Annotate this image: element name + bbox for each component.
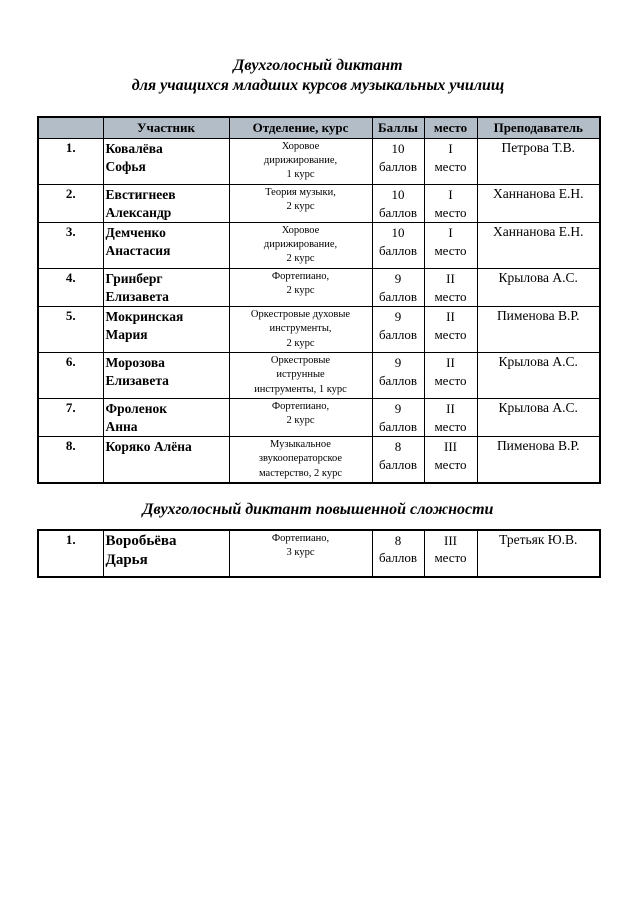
cell-department: Фортепиано, 2 курс xyxy=(228,398,373,438)
header-cell-department: Отделение, курс xyxy=(228,116,373,139)
table-row: 7. Фроленок Анна Фортепиано, 2 курс 9 ба… xyxy=(37,398,601,438)
table-row: 4. Гринберг Елизавета Фортепиано, 2 курс… xyxy=(37,268,601,308)
cell-teacher: Крылова А.С. xyxy=(476,398,601,438)
table-row: 8. Коряко Алёна Музыкальное звукооперато… xyxy=(37,436,601,484)
cell-department: Теория музыки, 2 курс xyxy=(228,183,373,224)
results-table-advanced: 1. Воробьёва Дарья Фортепиано, 3 курс 8 … xyxy=(37,528,601,578)
cell-place: II место xyxy=(423,352,478,400)
cell-teacher: Ханнанова Е.Н. xyxy=(476,222,601,270)
cell-department: Музыкальное звукооператорское мастерство… xyxy=(228,436,373,484)
table-row: 5. Мокринская Мария Оркестровые духовые … xyxy=(37,306,601,354)
cell-participant: Евстигнеев Александр xyxy=(102,183,230,224)
header-cell-teacher: Преподаватель xyxy=(476,116,601,139)
cell-place: III место xyxy=(423,529,478,578)
cell-place: I место xyxy=(423,138,478,185)
cell-teacher: Крылова А.С. xyxy=(476,352,601,400)
cell-num: 5. xyxy=(37,306,104,354)
cell-participant: Воробьёва Дарья xyxy=(102,529,230,578)
cell-participant: Мокринская Мария xyxy=(102,306,230,354)
cell-score: 9 баллов xyxy=(371,398,425,438)
table-row: 2. Евстигнеев Александр Теория музыки, 2… xyxy=(37,183,601,224)
header-cell-score: Баллы xyxy=(371,116,425,139)
cell-teacher: Петрова Т.В. xyxy=(476,138,601,185)
cell-department: Хоровое дирижирование, 1 курс xyxy=(228,138,373,185)
cell-score: 9 баллов xyxy=(371,306,425,354)
table-header: Участник Отделение, курс Баллы место Пре… xyxy=(37,116,601,139)
cell-participant: Фроленок Анна xyxy=(102,398,230,438)
table-row: 1. Ковалёва Софья Хоровое дирижирование,… xyxy=(37,138,601,185)
cell-num: 1. xyxy=(37,138,104,185)
document-title: Двухголосный диктант для учащихся младши… xyxy=(131,57,505,94)
cell-participant: Коряко Алёна xyxy=(102,436,230,484)
cell-place: II место xyxy=(423,306,478,354)
header-row: Участник Отделение, курс Баллы место Пре… xyxy=(37,116,601,139)
cell-num: 2. xyxy=(37,183,104,224)
cell-num: 1. xyxy=(37,529,104,578)
cell-participant: Демченко Анастасия xyxy=(102,222,230,270)
header-cell-num xyxy=(37,116,104,139)
cell-place: II место xyxy=(423,398,478,438)
table-row: 3. Демченко Анастасия Хоровое дирижирова… xyxy=(37,222,601,270)
table-row: 6. Морозова Елизавета Оркестровые иструн… xyxy=(37,352,601,400)
cell-teacher: Третьяк Ю.В. xyxy=(476,529,601,578)
cell-participant: Ковалёва Софья xyxy=(102,138,230,185)
cell-department: Оркестровые духовые инструменты, 2 курс xyxy=(228,306,373,354)
results-table-main: Участник Отделение, курс Баллы место Пре… xyxy=(37,116,601,484)
header-cell-participant: Участник xyxy=(102,116,230,139)
cell-department: Фортепиано, 3 курс xyxy=(228,529,373,578)
cell-place: I место xyxy=(423,183,478,224)
table-row: 1. Воробьёва Дарья Фортепиано, 3 курс 8 … xyxy=(37,529,601,578)
section2-title: Двухголосный диктант повышенной сложност… xyxy=(142,500,494,518)
cell-participant: Гринберг Елизавета xyxy=(102,268,230,308)
cell-place: II место xyxy=(423,268,478,308)
cell-score: 10 баллов xyxy=(371,183,425,224)
cell-num: 7. xyxy=(37,398,104,438)
cell-place: I место xyxy=(423,222,478,270)
cell-score: 8 баллов xyxy=(371,529,425,578)
cell-teacher: Крылова А.С. xyxy=(476,268,601,308)
cell-score: 9 баллов xyxy=(371,352,425,400)
cell-num: 4. xyxy=(37,268,104,308)
cell-teacher: Пименова В.Р. xyxy=(476,306,601,354)
cell-score: 9 баллов xyxy=(371,268,425,308)
cell-department: Оркестровые иструнные инструменты, 1 кур… xyxy=(228,352,373,400)
header-cell-place: место xyxy=(423,116,478,139)
cell-participant: Морозова Елизавета xyxy=(102,352,230,400)
cell-score: 8 баллов xyxy=(371,436,425,484)
cell-num: 6. xyxy=(37,352,104,400)
cell-num: 8. xyxy=(37,436,104,484)
cell-teacher: Ханнанова Е.Н. xyxy=(476,183,601,224)
cell-department: Хоровое дирижирование, 2 курс xyxy=(228,222,373,270)
cell-place: III место xyxy=(423,436,478,484)
cell-teacher: Пименова В.Р. xyxy=(476,436,601,484)
cell-score: 10 баллов xyxy=(371,138,425,185)
cell-department: Фортепиано, 2 курс xyxy=(228,268,373,308)
cell-num: 3. xyxy=(37,222,104,270)
cell-score: 10 баллов xyxy=(371,222,425,270)
